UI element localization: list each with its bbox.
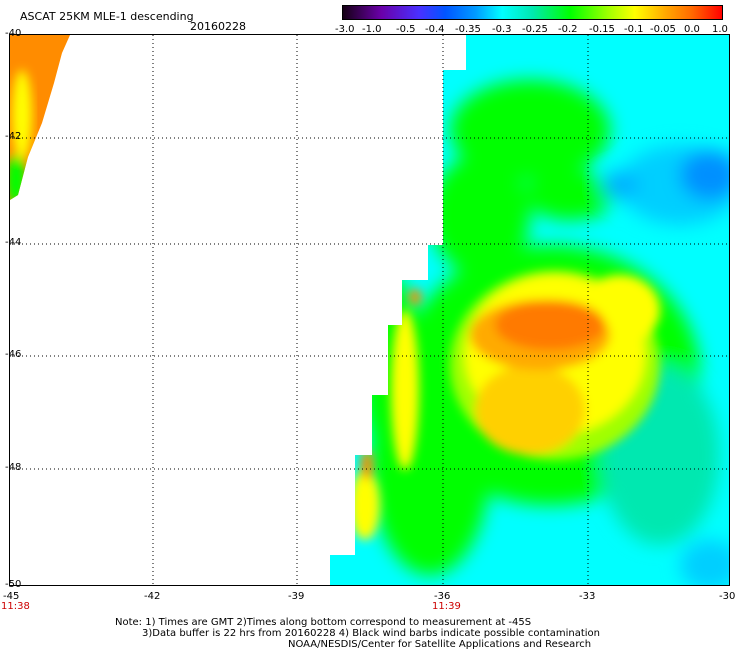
product-date: 20160228: [190, 20, 246, 33]
colorbar-tick: 0.0: [684, 24, 700, 35]
colorbar-tick: -0.35: [455, 24, 481, 35]
note-line: 3)Data buffer is 22 hrs from 20160228 4)…: [142, 628, 600, 639]
longitude-label: -45: [3, 591, 20, 602]
lat-lon-grid: [10, 35, 729, 585]
latitude-label: -44: [5, 237, 22, 248]
longitude-label: -30: [719, 591, 736, 602]
colorbar-tick: -0.2: [558, 24, 578, 35]
latitude-label: -42: [5, 131, 22, 142]
colorbar-tick: -0.15: [589, 24, 615, 35]
colorbar-tick: -0.25: [522, 24, 548, 35]
time-label: 11:38: [1, 601, 30, 612]
colorbar-tick: -0.1: [624, 24, 644, 35]
latitude-label: -46: [5, 349, 22, 360]
longitude-label: -33: [579, 591, 596, 602]
colorbar-tick: -0.05: [650, 24, 676, 35]
colorbar-tick: -0.4: [425, 24, 445, 35]
wind-field-map: [9, 34, 730, 586]
time-label: 11:39: [432, 601, 461, 612]
credit-line: NOAA/NESDIS/Center for Satellite Applica…: [288, 639, 592, 650]
latitude-label: -48: [5, 462, 22, 473]
colorbar-tick: 1.0: [712, 24, 728, 35]
color-scale-bar: [342, 5, 723, 20]
colorbar-tick: -0.5: [396, 24, 416, 35]
latitude-label: -40: [5, 28, 22, 39]
left-swath-data-field: [10, 35, 70, 200]
colorbar-tick: -1.0: [362, 24, 382, 35]
longitude-label: -36: [434, 591, 451, 602]
note-line: Note: 1) Times are GMT 2)Times along bot…: [115, 617, 532, 628]
swath-data-field: [330, 35, 729, 585]
colorbar-tick: -0.3: [492, 24, 512, 35]
longitude-label: -42: [144, 591, 161, 602]
longitude-label: -39: [288, 591, 305, 602]
latitude-label: -50: [5, 579, 22, 590]
product-title: ASCAT 25KM MLE-1 descending: [20, 10, 194, 23]
colorbar-tick: -3.0: [335, 24, 355, 35]
map-svg: [10, 35, 729, 585]
